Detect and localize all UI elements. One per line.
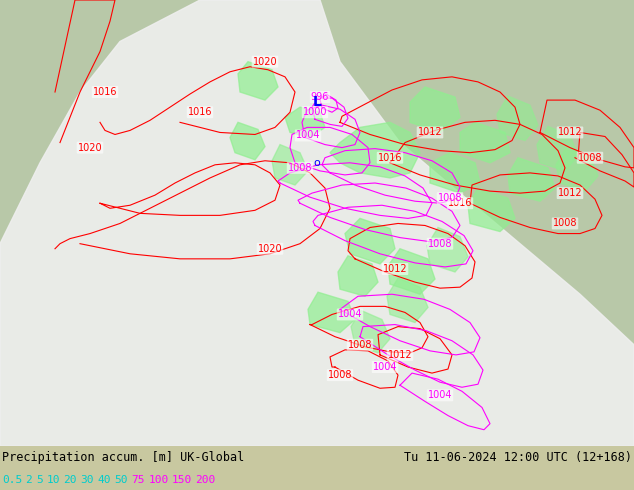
Text: 996: 996 bbox=[311, 92, 329, 102]
Polygon shape bbox=[345, 219, 395, 264]
Text: Precipitation accum. [m] UK-Global: Precipitation accum. [m] UK-Global bbox=[2, 451, 244, 465]
Text: 1020: 1020 bbox=[257, 244, 282, 254]
Polygon shape bbox=[410, 87, 460, 132]
Text: 1016: 1016 bbox=[448, 198, 472, 208]
Text: 1016: 1016 bbox=[188, 107, 212, 117]
Text: 1008: 1008 bbox=[553, 219, 577, 228]
Text: 1016: 1016 bbox=[378, 153, 402, 163]
Text: 1008: 1008 bbox=[437, 193, 462, 203]
Text: o: o bbox=[314, 158, 320, 168]
Polygon shape bbox=[537, 126, 578, 171]
Polygon shape bbox=[427, 227, 468, 272]
Text: 20: 20 bbox=[63, 475, 77, 485]
Text: 1004: 1004 bbox=[338, 310, 362, 319]
Text: 2: 2 bbox=[25, 475, 32, 485]
Text: 1012: 1012 bbox=[387, 350, 412, 360]
Polygon shape bbox=[351, 310, 390, 353]
Polygon shape bbox=[468, 188, 515, 232]
Text: 100: 100 bbox=[148, 475, 169, 485]
Polygon shape bbox=[330, 122, 420, 178]
Text: Tu 11-06-2024 12:00 UTC (12+168): Tu 11-06-2024 12:00 UTC (12+168) bbox=[404, 451, 632, 465]
Text: 1012: 1012 bbox=[558, 188, 582, 198]
Polygon shape bbox=[387, 278, 428, 322]
Text: 1008: 1008 bbox=[428, 239, 452, 249]
Text: 1020: 1020 bbox=[253, 57, 277, 67]
Text: 1012: 1012 bbox=[383, 264, 407, 274]
Text: 75: 75 bbox=[131, 475, 145, 485]
Text: 150: 150 bbox=[172, 475, 192, 485]
Text: 1012: 1012 bbox=[558, 127, 582, 138]
Text: L: L bbox=[313, 95, 321, 109]
Text: 1000: 1000 bbox=[303, 107, 327, 117]
Polygon shape bbox=[556, 147, 598, 191]
Polygon shape bbox=[497, 96, 538, 141]
Polygon shape bbox=[508, 158, 555, 201]
Text: 200: 200 bbox=[195, 475, 216, 485]
Text: 1004: 1004 bbox=[295, 130, 320, 141]
Polygon shape bbox=[338, 256, 378, 296]
Text: 1008: 1008 bbox=[348, 340, 372, 350]
Polygon shape bbox=[388, 249, 435, 294]
Polygon shape bbox=[238, 62, 278, 100]
Text: 1008: 1008 bbox=[578, 153, 602, 163]
Polygon shape bbox=[430, 153, 480, 193]
Text: 1004: 1004 bbox=[428, 391, 452, 400]
Polygon shape bbox=[308, 292, 355, 333]
Text: 10: 10 bbox=[46, 475, 60, 485]
Text: 1016: 1016 bbox=[93, 87, 117, 97]
Text: 1020: 1020 bbox=[78, 143, 102, 152]
Polygon shape bbox=[460, 122, 510, 163]
Text: 5: 5 bbox=[36, 475, 42, 485]
Polygon shape bbox=[272, 145, 308, 185]
Text: 0.5: 0.5 bbox=[2, 475, 22, 485]
Polygon shape bbox=[0, 0, 634, 446]
Text: 40: 40 bbox=[98, 475, 111, 485]
Text: 1008: 1008 bbox=[328, 370, 353, 380]
Text: 1008: 1008 bbox=[288, 163, 313, 173]
Text: 1004: 1004 bbox=[373, 362, 398, 372]
Polygon shape bbox=[230, 122, 265, 160]
Text: 1012: 1012 bbox=[418, 127, 443, 138]
Text: 50: 50 bbox=[115, 475, 128, 485]
Polygon shape bbox=[285, 107, 325, 138]
Text: 30: 30 bbox=[81, 475, 94, 485]
